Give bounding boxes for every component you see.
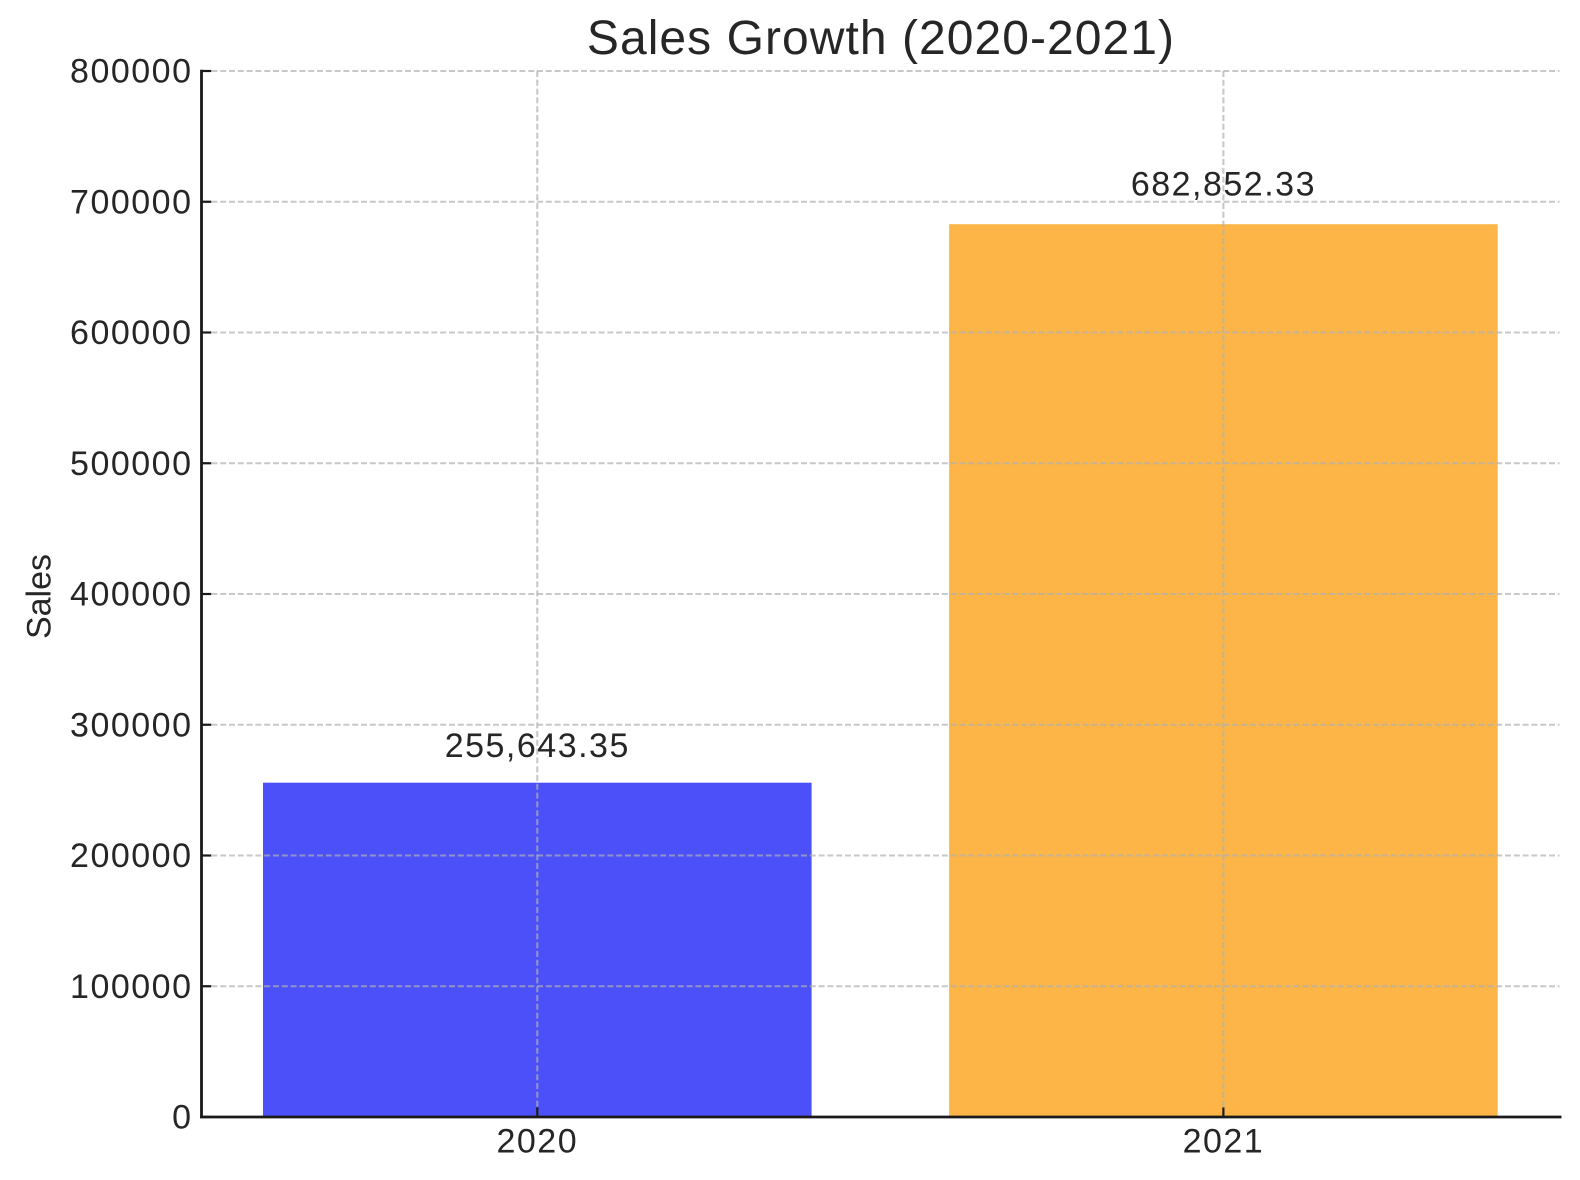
svg-text:800000: 800000: [70, 53, 192, 91]
svg-text:682,852.33: 682,852.33: [1131, 166, 1316, 204]
svg-text:2020: 2020: [496, 1123, 578, 1161]
svg-text:Sales: Sales: [21, 554, 59, 639]
svg-text:0: 0: [172, 1099, 192, 1137]
svg-text:600000: 600000: [70, 314, 192, 352]
svg-text:300000: 300000: [70, 706, 192, 744]
svg-text:700000: 700000: [70, 183, 192, 221]
svg-text:Sales Growth (2020-2021): Sales Growth (2020-2021): [587, 12, 1175, 65]
svg-text:200000: 200000: [70, 837, 192, 875]
svg-text:400000: 400000: [70, 576, 192, 614]
svg-text:100000: 100000: [70, 968, 192, 1006]
svg-text:500000: 500000: [70, 445, 192, 483]
svg-text:255,643.35: 255,643.35: [445, 727, 630, 765]
svg-text:2021: 2021: [1183, 1123, 1265, 1161]
